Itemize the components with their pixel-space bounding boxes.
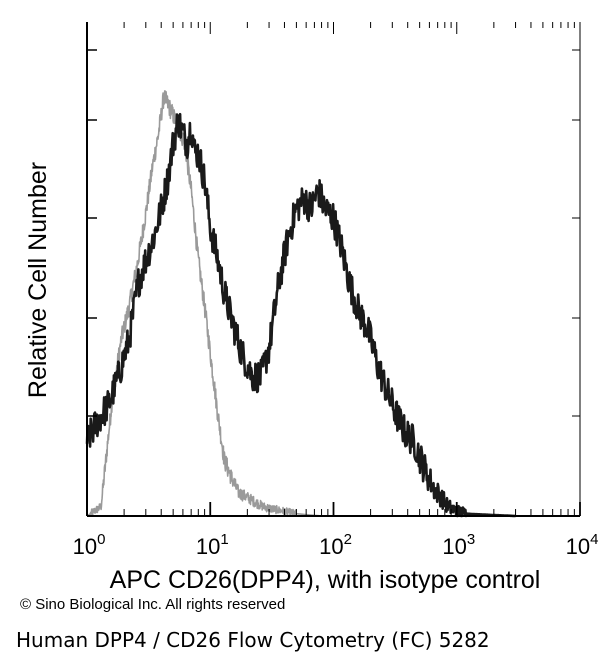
x-tick-label-2: 102 (319, 531, 352, 559)
series-CD26-stained (85, 112, 517, 518)
copyright-notice: © Sino Biological Inc. All rights reserv… (20, 596, 286, 613)
x-tick-label-4: 104 (566, 531, 599, 559)
series-isotype-control (86, 90, 322, 517)
figure-caption: Human DPP4 / CD26 Flow Cytometry (FC) 52… (16, 628, 490, 652)
x-tick-label-3: 103 (442, 531, 475, 559)
x-axis-label: APC CD26(DPP4), with isotype control (110, 566, 541, 594)
y-axis-label: Relative Cell Number (24, 162, 52, 398)
x-tick-label-0: 100 (73, 531, 106, 559)
x-tick-label-1: 101 (196, 531, 229, 559)
